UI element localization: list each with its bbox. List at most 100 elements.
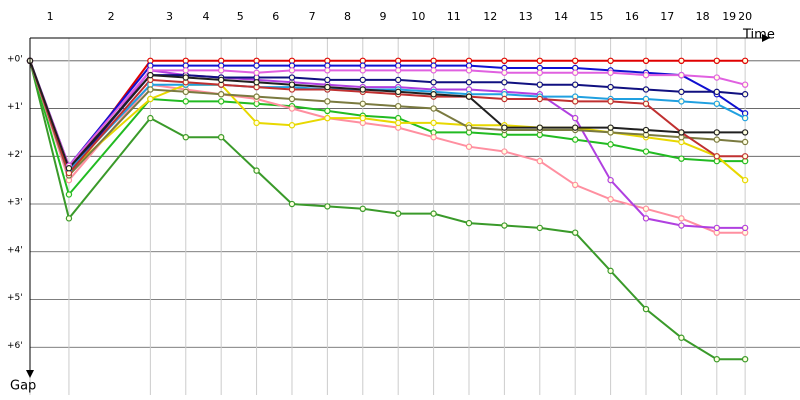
point [217, 67, 225, 74]
x-tick-label: 4 [202, 10, 209, 23]
point [430, 133, 437, 141]
point [359, 86, 366, 93]
point [607, 176, 614, 184]
series-line [29, 59, 746, 173]
point [465, 143, 473, 150]
y-tick-label: +1' [7, 102, 23, 112]
point [288, 122, 296, 129]
y-tick-label: +5' [7, 293, 23, 303]
point [465, 219, 473, 227]
point [607, 124, 614, 131]
point [713, 355, 721, 363]
point [359, 114, 366, 122]
x-tick-label: 12 [483, 10, 497, 23]
series-line [29, 60, 746, 168]
point [571, 124, 579, 131]
x-tick-label: 9 [379, 10, 386, 23]
point [741, 224, 749, 232]
point [536, 224, 543, 232]
point [713, 136, 721, 143]
point [741, 129, 749, 136]
point [253, 167, 260, 174]
point [607, 141, 614, 148]
point [713, 100, 721, 107]
point [217, 98, 225, 105]
point [253, 69, 260, 76]
point [147, 114, 154, 122]
x-tick-label: 3 [166, 10, 173, 23]
point [741, 114, 749, 122]
x-tick-label: 7 [309, 10, 316, 23]
point [253, 93, 260, 100]
series-line [29, 60, 746, 168]
point [642, 86, 650, 93]
point [501, 57, 508, 65]
y-axis-label: Gap [10, 379, 36, 394]
point [607, 83, 614, 91]
point [501, 148, 508, 155]
point [394, 119, 402, 127]
point [642, 57, 650, 65]
point [678, 155, 685, 162]
point [536, 124, 543, 131]
x-tick-label: 11 [447, 10, 461, 23]
point [713, 74, 721, 81]
point [571, 57, 579, 65]
x-axis-label: Time [742, 28, 775, 43]
x-tick-label: 16 [625, 10, 639, 23]
point [741, 355, 749, 363]
point [571, 98, 579, 105]
series-line [29, 60, 746, 361]
point [217, 91, 225, 98]
x-tick-label: 19 [722, 10, 736, 23]
point [536, 57, 543, 65]
point [642, 126, 650, 134]
point [65, 215, 73, 222]
series-line [29, 60, 746, 197]
x-tick-label: 13 [519, 10, 533, 23]
point [678, 129, 685, 136]
point [713, 88, 721, 96]
point [430, 210, 437, 217]
point [324, 107, 331, 115]
series-line [29, 60, 746, 234]
point [430, 91, 437, 98]
point [642, 215, 650, 222]
y-tick-label: +4' [7, 245, 23, 255]
x-tick-label: 2 [108, 10, 115, 23]
series-line [29, 60, 746, 171]
point [713, 129, 721, 136]
point [65, 191, 73, 198]
point [65, 165, 73, 172]
point [536, 157, 543, 165]
point [182, 74, 189, 81]
point [324, 114, 331, 122]
x-tick-label: 20 [738, 10, 752, 23]
point [324, 203, 331, 210]
series-line [29, 60, 746, 173]
point [678, 98, 685, 105]
point [430, 67, 437, 74]
point [253, 79, 260, 86]
point [288, 67, 296, 74]
point [288, 200, 296, 208]
point [571, 69, 579, 76]
point [571, 81, 579, 88]
point [182, 98, 189, 105]
point [536, 95, 543, 103]
point [501, 69, 508, 76]
point [324, 76, 331, 84]
y-tick-label: +0' [7, 54, 23, 64]
point [536, 69, 543, 76]
point [430, 79, 437, 86]
point [642, 305, 650, 313]
point [465, 79, 473, 86]
point [607, 98, 614, 105]
x-tick-label: 1 [47, 10, 54, 23]
point [324, 98, 331, 105]
series-line [29, 60, 746, 178]
point [217, 133, 225, 141]
point [324, 83, 331, 91]
point [465, 93, 473, 100]
